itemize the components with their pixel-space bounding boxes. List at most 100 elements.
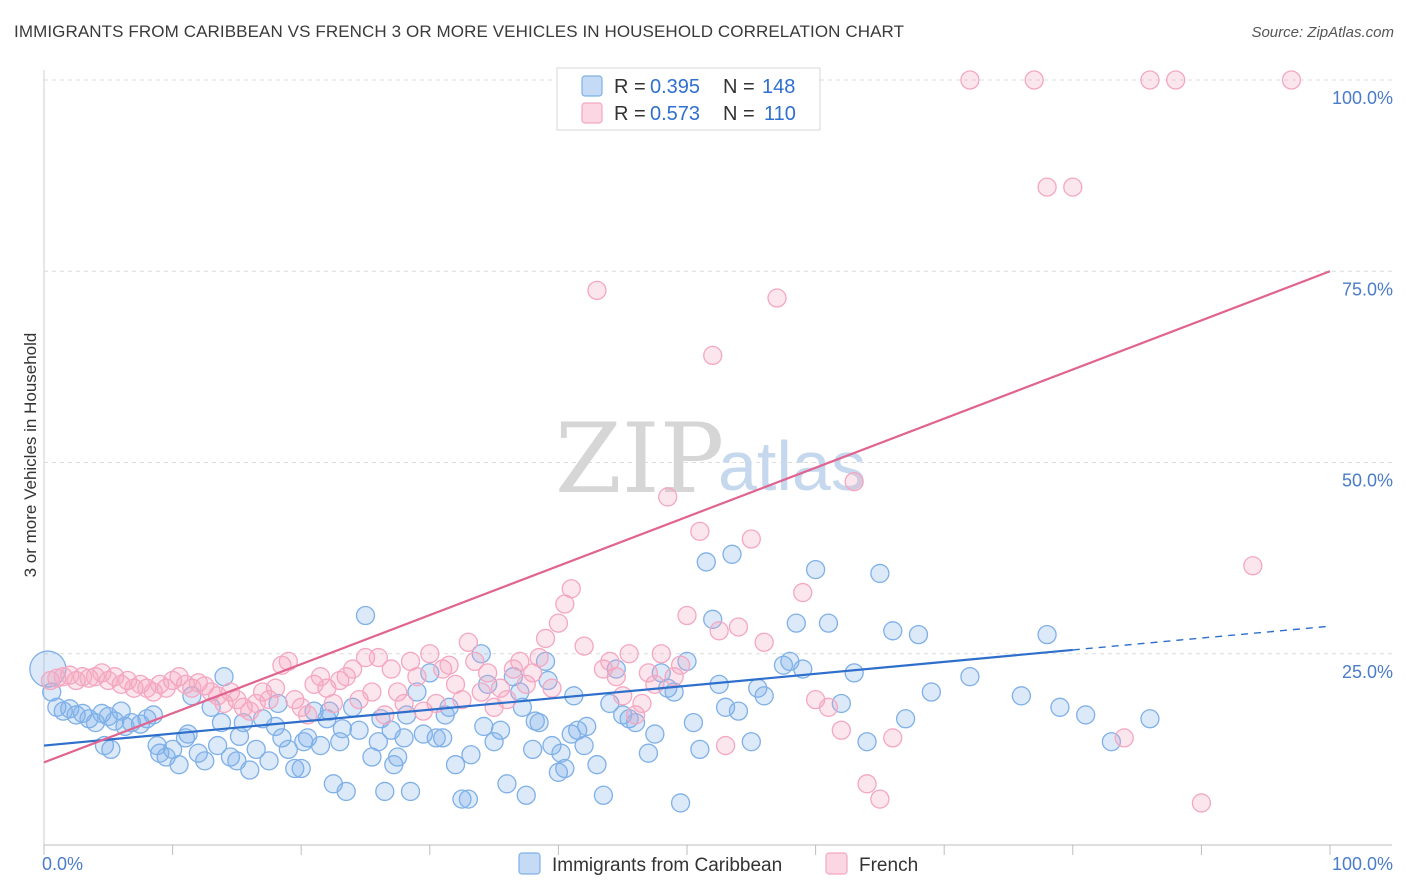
point-caribbean-104 xyxy=(722,544,742,564)
trend-line-french xyxy=(43,270,1331,764)
point-caribbean-146 xyxy=(512,697,533,717)
point-caribbean-43 xyxy=(310,735,331,756)
point-french-46 xyxy=(336,667,356,687)
point-caribbean-100 xyxy=(696,552,716,572)
point-french-18 xyxy=(156,678,176,698)
point-caribbean-129 xyxy=(1140,709,1160,729)
point-french-74 xyxy=(516,674,536,694)
point-french-44 xyxy=(323,693,344,714)
point-caribbean-108 xyxy=(754,686,774,706)
point-caribbean-65 xyxy=(452,789,472,809)
point-french-110 xyxy=(844,471,864,492)
chart-title: IMMIGRANTS FROM CARIBBEAN VS FRENCH 3 OR… xyxy=(14,22,905,41)
bottom-legend-french: French xyxy=(859,855,918,876)
point-caribbean-69 xyxy=(484,732,504,752)
point-caribbean-80 xyxy=(555,758,575,779)
point-french-113 xyxy=(883,728,903,748)
point-caribbean-131 xyxy=(101,739,121,760)
point-caribbean-111 xyxy=(786,613,806,633)
point-french-66 xyxy=(465,651,485,672)
y-tick-label-2: 75.0% xyxy=(1342,279,1393,299)
point-caribbean-98 xyxy=(683,712,704,733)
point-caribbean-124 xyxy=(1011,686,1032,706)
point-caribbean-24 xyxy=(188,743,208,763)
point-french-118 xyxy=(1114,728,1134,748)
point-french-121 xyxy=(1191,793,1212,813)
point-caribbean-0 xyxy=(29,650,67,688)
point-caribbean-37 xyxy=(272,728,292,748)
bottom-legend: Immigrants from Caribbean French xyxy=(518,852,918,876)
point-caribbean-132 xyxy=(147,735,167,756)
point-french-82 xyxy=(574,636,594,656)
point-french-123 xyxy=(1281,70,1302,90)
point-french-90 xyxy=(632,693,652,714)
point-caribbean-151 xyxy=(577,716,597,737)
point-french-95 xyxy=(664,667,684,687)
point-caribbean-118 xyxy=(870,563,890,584)
point-caribbean-127 xyxy=(1076,705,1096,725)
point-caribbean-116 xyxy=(844,663,864,683)
point-french-91 xyxy=(638,663,659,683)
point-french-111 xyxy=(857,774,877,794)
point-french-86 xyxy=(606,667,626,687)
point-french-78 xyxy=(542,678,562,698)
point-caribbean-70 xyxy=(490,720,511,740)
point-caribbean-126 xyxy=(1050,697,1070,717)
point-french-109 xyxy=(831,720,851,740)
legend-r-value-1: 0.395 xyxy=(650,76,700,98)
y-tick-label-1: 50.0% xyxy=(1342,471,1393,491)
point-caribbean-35 xyxy=(259,751,279,771)
point-french-31 xyxy=(240,701,260,721)
point-french-40 xyxy=(297,705,318,725)
point-french-115 xyxy=(1024,70,1044,90)
point-french-38 xyxy=(285,690,305,710)
legend-r-label-1: R = xyxy=(614,76,646,98)
legend-swatch-caribbean xyxy=(581,75,603,97)
bottom-legend-caribbean: Immigrants from Caribbean xyxy=(552,855,782,876)
point-caribbean-101 xyxy=(703,609,723,629)
point-french-94 xyxy=(658,487,678,507)
point-caribbean-85 xyxy=(593,785,614,805)
point-caribbean-66 xyxy=(458,789,479,809)
watermark-zip: ZIP xyxy=(555,403,724,515)
legend-n-label-1: N = xyxy=(723,76,755,98)
point-french-88 xyxy=(619,644,639,664)
point-french-105 xyxy=(767,288,787,308)
point-french-35 xyxy=(265,678,286,698)
point-caribbean-33 xyxy=(246,739,266,760)
point-caribbean-141 xyxy=(384,755,404,775)
chart-source: Source: ZipAtlas.com xyxy=(1251,24,1394,41)
point-caribbean-149 xyxy=(551,743,571,763)
point-french-92 xyxy=(645,674,665,694)
legend-r-value-2: 0.573 xyxy=(650,103,700,125)
point-caribbean-105 xyxy=(728,701,749,721)
point-caribbean-58 xyxy=(407,682,427,702)
y-ticks: 25.0% 50.0% 75.0% 100.0% xyxy=(1332,88,1393,682)
point-caribbean-119 xyxy=(883,621,903,641)
legend-n-value-2: 110 xyxy=(764,103,796,125)
x-tick-label-1: 100.0% xyxy=(1332,854,1393,874)
point-caribbean-145 xyxy=(474,716,494,737)
point-french-87 xyxy=(613,686,633,706)
point-french-67 xyxy=(471,682,491,702)
x-tick-label-0: 0.0% xyxy=(42,854,83,874)
point-caribbean-113 xyxy=(805,559,826,580)
point-french-68 xyxy=(478,663,498,683)
point-caribbean-83 xyxy=(574,735,594,756)
point-caribbean-84 xyxy=(587,755,607,775)
point-french-103 xyxy=(741,529,761,549)
y-tick-label-0: 25.0% xyxy=(1342,662,1393,682)
trend-lines xyxy=(43,270,1331,764)
y-axis-label: 3 or more Vehicles in Household xyxy=(21,333,40,578)
point-caribbean-50 xyxy=(355,605,376,626)
point-caribbean-135 xyxy=(229,726,250,747)
point-caribbean-36 xyxy=(265,716,286,737)
point-french-81 xyxy=(561,579,581,599)
point-caribbean-25 xyxy=(195,751,215,771)
grid xyxy=(44,79,1392,655)
point-caribbean-21 xyxy=(169,755,189,775)
point-caribbean-123 xyxy=(960,667,980,687)
point-caribbean-64 xyxy=(445,755,466,775)
point-caribbean-144 xyxy=(461,745,481,765)
